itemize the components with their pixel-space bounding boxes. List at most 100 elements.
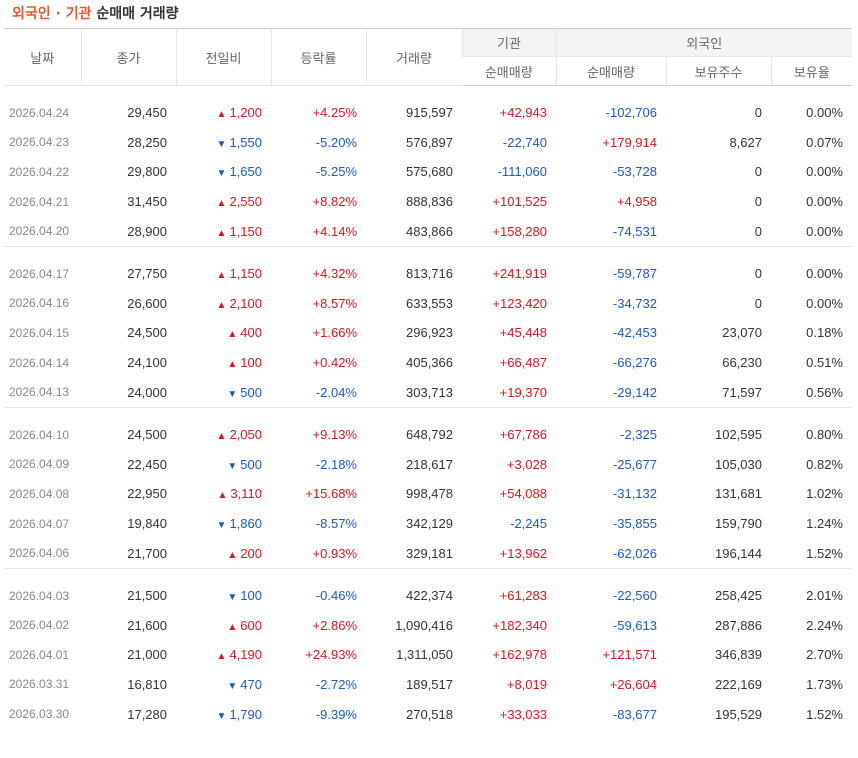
cell-institution-net: -22,740 bbox=[502, 134, 547, 150]
table-body: 2026.04.24 29,450 ▲ 1,200 +4.25% 915,597 +42,9… bbox=[4, 86, 852, 729]
down-triangle-icon: ▼ bbox=[227, 592, 238, 604]
header-institution-group: 기관 bbox=[461, 28, 556, 57]
cell-date: 2026.04.07 bbox=[9, 516, 70, 531]
down-triangle-icon: ▼ bbox=[227, 460, 238, 472]
cell-foreign-holdings: 0 bbox=[754, 164, 762, 180]
section-title-accent: 외국인 · 기관 bbox=[12, 6, 92, 22]
cell-date: 2026.03.31 bbox=[9, 677, 70, 692]
cell-date: 2026.04.22 bbox=[9, 164, 70, 179]
cell-rate: +8.57% bbox=[312, 295, 357, 311]
table-row: 2026.04.01 21,000 ▲ 4,190 +24.93% 1,311,050 +1… bbox=[4, 640, 852, 670]
section-title-rest: 순매매 거래량 bbox=[96, 6, 179, 22]
table-row: 2026.04.20 28,900 ▲ 1,150 +4.14% 483,866 +158,… bbox=[4, 216, 852, 246]
header-change: 전일비 bbox=[175, 28, 271, 86]
cell-rate: +0.42% bbox=[312, 355, 357, 371]
table-row: 2026.04.22 29,800 ▼ 1,650 -5.25% 575,680 -111,… bbox=[4, 157, 852, 187]
cell-foreign-net: +121,571 bbox=[602, 647, 657, 663]
table-row: 2026.04.09 22,450 ▼ 500 -2.18% 218,617 +3,028 -… bbox=[4, 450, 852, 480]
cell-foreign-holdings: 71,597 bbox=[722, 384, 762, 400]
up-triangle-icon: ▲ bbox=[227, 359, 238, 371]
cell-institution-net: +158,280 bbox=[492, 223, 547, 239]
cell-foreign-net: -34,732 bbox=[612, 295, 657, 311]
down-triangle-icon: ▼ bbox=[216, 138, 227, 150]
cell-institution-net: +101,525 bbox=[492, 194, 547, 210]
cell-volume: 888,836 bbox=[406, 194, 453, 210]
cell-close: 16,810 bbox=[127, 676, 167, 692]
cell-rate: +8.82% bbox=[312, 194, 357, 210]
header-date: 날짜 bbox=[4, 28, 81, 86]
cell-volume: 270,518 bbox=[406, 706, 453, 722]
cell-close: 21,700 bbox=[127, 545, 167, 561]
table-row: 2026.04.13 24,000 ▼ 500 -2.04% 303,713 +19,370… bbox=[4, 377, 852, 407]
cell-foreign-net: -74,531 bbox=[612, 223, 657, 239]
cell-foreign-holdings: 0 bbox=[754, 194, 762, 210]
cell-change: ▲ 4,190 bbox=[216, 647, 262, 663]
up-triangle-icon: ▲ bbox=[216, 651, 227, 663]
cell-date: 2026.04.20 bbox=[9, 224, 70, 239]
cell-close: 19,840 bbox=[127, 516, 167, 532]
cell-change: ▼ 470 bbox=[227, 676, 262, 692]
cell-foreign-ratio: 2.01% bbox=[806, 588, 843, 604]
cell-foreign-holdings: 23,070 bbox=[722, 325, 762, 341]
cell-rate: -2.04% bbox=[315, 384, 357, 400]
cell-change: ▲ 100 bbox=[227, 355, 262, 371]
cell-volume: 218,617 bbox=[406, 456, 453, 472]
cell-change: ▼ 500 bbox=[227, 456, 262, 472]
cell-foreign-ratio: 0.18% bbox=[806, 325, 843, 341]
header-rate: 등락률 bbox=[270, 28, 366, 86]
down-triangle-icon: ▼ bbox=[216, 168, 227, 180]
cell-date: 2026.04.21 bbox=[9, 194, 70, 209]
cell-close: 29,800 bbox=[127, 164, 167, 180]
cell-rate: +1.66% bbox=[312, 325, 357, 341]
cell-close: 24,500 bbox=[127, 427, 167, 443]
cell-institution-net: +61,283 bbox=[499, 588, 547, 604]
cell-foreign-holdings: 0 bbox=[754, 223, 762, 239]
cell-volume: 813,716 bbox=[406, 266, 453, 282]
cell-foreign-holdings: 8,627 bbox=[729, 134, 762, 150]
cell-volume: 296,923 bbox=[406, 325, 453, 341]
group-spacer bbox=[4, 569, 852, 581]
table-row: 2026.04.03 21,500 ▼ 100 -0.46% 422,374 +61,283… bbox=[4, 581, 852, 611]
section-title: 외국인 · 기관 순매매 거래량 bbox=[0, 0, 858, 28]
cell-close: 26,600 bbox=[127, 295, 167, 311]
cell-rate: +15.68% bbox=[305, 486, 357, 502]
cell-close: 21,500 bbox=[127, 588, 167, 604]
down-triangle-icon: ▼ bbox=[216, 520, 227, 532]
cell-foreign-holdings: 222,169 bbox=[715, 676, 762, 692]
cell-rate: +4.32% bbox=[312, 266, 357, 282]
cell-foreign-ratio: 0.00% bbox=[806, 105, 843, 121]
cell-foreign-holdings: 195,529 bbox=[715, 706, 762, 722]
cell-volume: 1,090,416 bbox=[395, 617, 453, 633]
cell-close: 27,750 bbox=[127, 266, 167, 282]
cell-rate: -2.72% bbox=[315, 676, 357, 692]
cell-foreign-net: -102,706 bbox=[605, 105, 657, 121]
down-triangle-icon: ▼ bbox=[227, 680, 238, 692]
cell-date: 2026.03.30 bbox=[9, 707, 70, 722]
header-volume: 거래량 bbox=[365, 28, 462, 86]
cell-foreign-holdings: 196,144 bbox=[715, 545, 762, 561]
cell-foreign-holdings: 159,790 bbox=[715, 516, 762, 532]
cell-close: 31,450 bbox=[127, 194, 167, 210]
cell-foreign-ratio: 1.02% bbox=[806, 486, 843, 502]
cell-volume: 422,374 bbox=[406, 588, 453, 604]
cell-change: ▼ 1,790 bbox=[216, 706, 262, 722]
cell-change: ▼ 1,860 bbox=[216, 516, 262, 532]
cell-volume: 342,129 bbox=[406, 516, 453, 532]
header-close: 종가 bbox=[80, 28, 176, 86]
cell-foreign-ratio: 0.51% bbox=[806, 355, 843, 371]
cell-foreign-holdings: 0 bbox=[754, 105, 762, 121]
cell-change: ▲ 200 bbox=[227, 545, 262, 561]
cell-date: 2026.04.02 bbox=[9, 618, 70, 633]
up-triangle-icon: ▲ bbox=[227, 621, 238, 633]
cell-date: 2026.04.01 bbox=[9, 647, 70, 662]
cell-foreign-ratio: 2.24% bbox=[806, 617, 843, 633]
table-row: 2026.04.08 22,950 ▲ 3,110 +15.68% 998,478 +54,… bbox=[4, 479, 852, 509]
cell-foreign-net: -66,276 bbox=[612, 355, 657, 371]
cell-foreign-ratio: 0.07% bbox=[806, 134, 843, 150]
table-row: 2026.03.31 16,810 ▼ 470 -2.72% 189,517 +8,019 +… bbox=[4, 670, 852, 700]
cell-foreign-holdings: 66,230 bbox=[722, 355, 762, 371]
cell-foreign-holdings: 258,425 bbox=[715, 588, 762, 604]
cell-institution-net: +162,978 bbox=[492, 647, 547, 663]
cell-foreign-net: -62,026 bbox=[612, 545, 657, 561]
table-row: 2026.04.24 29,450 ▲ 1,200 +4.25% 915,597 +42,9… bbox=[4, 98, 852, 128]
